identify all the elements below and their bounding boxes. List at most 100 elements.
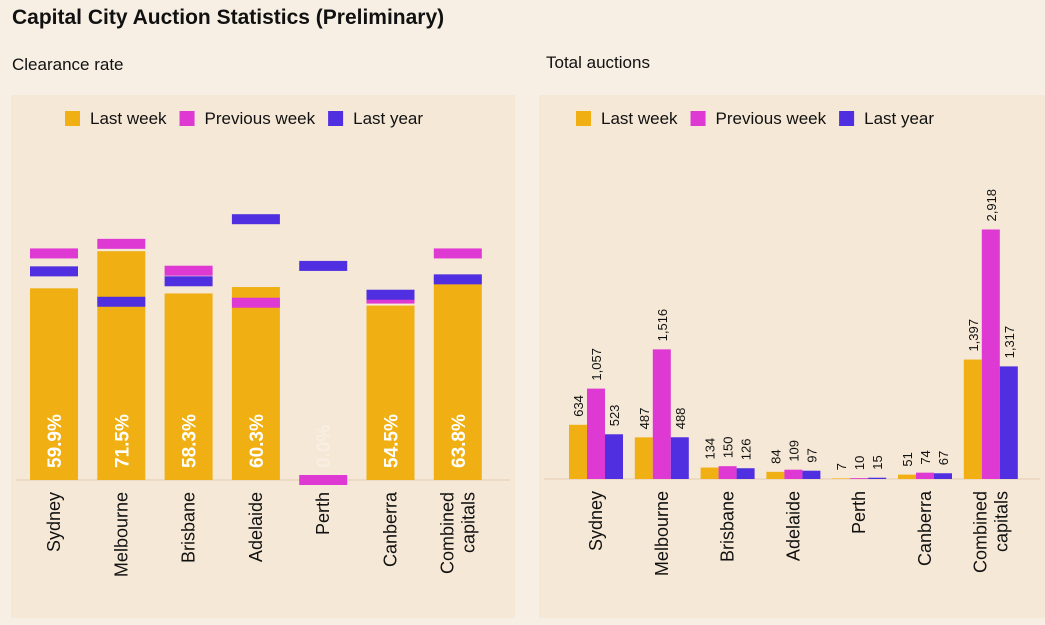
legend-swatch-last-year <box>328 111 344 126</box>
legend-label-last-week: Last week <box>601 109 678 128</box>
marker-last-year-brisbane <box>164 276 213 287</box>
legend-swatch-last-year <box>839 111 855 126</box>
bar-last-week-melbourne <box>634 437 653 479</box>
bar-last-week-brisbane <box>164 293 213 480</box>
bar-label-last-week-adelaide: 60.3% <box>247 414 268 468</box>
legend-label-previous-week: Previous week <box>205 109 316 128</box>
value-label-previous-week-adelaide: 109 <box>786 440 801 462</box>
bar-last-year-perth <box>868 477 887 479</box>
bar-label-last-week-sydney: 59.9% <box>45 414 66 468</box>
value-label-previous-week-canberra: 74 <box>918 450 933 464</box>
value-label-last-week-melbourne: 487 <box>637 408 652 430</box>
value-label-last-year-brisbane: 126 <box>739 439 754 461</box>
category-label-sydney: Sydney <box>44 492 64 552</box>
total-auctions-panel: Last week Previous week Last year 634 1,057 5… <box>539 95 1045 618</box>
value-label-last-week-perth: 7 <box>834 463 849 470</box>
value-label-previous-week-perth: 10 <box>852 456 867 470</box>
category-label-sydney: Sydney <box>586 491 606 551</box>
category-label-melbourne: Melbourne <box>111 492 131 577</box>
marker-last-year-adelaide <box>231 214 280 225</box>
bar-last-week-sydney <box>569 424 587 479</box>
legend-label-previous-week: Previous week <box>716 109 827 128</box>
marker-last-year-sydney <box>30 266 78 277</box>
value-label-previous-week-combined-capitals: 2,918 <box>984 189 999 222</box>
value-label-last-year-sydney: 523 <box>607 405 622 427</box>
value-label-last-week-brisbane: 134 <box>703 438 718 460</box>
clearance-rate-chart: Last week Previous week Last year 59.9% 71.5… <box>16 109 510 577</box>
bar-last-week-brisbane <box>700 467 719 479</box>
value-label-last-week-combined-capitals: 1,397 <box>966 319 981 352</box>
bar-previous-week-brisbane <box>718 466 737 479</box>
bar-last-week-perth <box>832 478 851 479</box>
category-label-perth: Perth <box>313 492 333 535</box>
bar-last-week-canberra <box>898 474 916 479</box>
bar-last-week-combined-capitals <box>963 359 982 479</box>
value-label-previous-week-brisbane: 150 <box>721 436 736 458</box>
bar-last-week-melbourne <box>97 251 146 480</box>
bar-last-year-canberra <box>934 473 952 479</box>
legend-swatch-previous-week <box>179 111 195 126</box>
marker-last-year-perth <box>299 260 348 271</box>
marker-previous-week-perth <box>299 475 348 485</box>
legend-swatch-last-week <box>576 111 591 126</box>
category-label-adelaide: Adelaide <box>246 492 266 562</box>
marker-previous-week-adelaide <box>231 297 280 308</box>
bar-last-week-sydney <box>30 288 78 480</box>
legend: Last week Previous week Last year <box>65 109 423 128</box>
marker-last-year-canberra <box>366 289 415 300</box>
total-auctions-title: Total auctions <box>546 53 650 72</box>
value-label-last-week-sydney: 634 <box>571 395 586 417</box>
clearance-rate-title: Clearance rate <box>12 55 124 74</box>
category-label-adelaide: Adelaide <box>783 491 803 561</box>
value-label-last-year-combined-capitals: 1,317 <box>1002 326 1017 359</box>
bar-last-week-adelaide <box>766 471 785 479</box>
legend-label-last-week: Last week <box>90 109 167 128</box>
bar-previous-week-sydney <box>587 388 605 479</box>
bar-label-last-week-brisbane: 58.3% <box>180 414 201 468</box>
legend-swatch-last-week <box>65 111 80 126</box>
legend-label-last-year: Last year <box>864 109 934 128</box>
bar-label-last-week-canberra: 54.5% <box>382 414 403 468</box>
value-label-last-year-perth: 15 <box>870 455 885 469</box>
value-label-last-year-canberra: 67 <box>936 451 951 465</box>
legend-swatch-previous-week <box>690 111 706 126</box>
category-label-combined-capitals: Combinedcapitals <box>970 491 1011 573</box>
legend-label-last-year: Last year <box>353 109 423 128</box>
page-title: Capital City Auction Statistics (Prelimi… <box>12 6 445 29</box>
bar-label-last-week-melbourne: 71.5% <box>112 414 133 468</box>
bar-last-week-combined-capitals <box>433 275 482 480</box>
bar-previous-week-canberra <box>916 472 934 479</box>
marker-previous-week-brisbane <box>164 265 213 276</box>
value-label-last-week-canberra: 51 <box>900 452 915 466</box>
clearance-rate-panel: Last week Previous week Last year 59.9% 71.5… <box>11 95 515 618</box>
category-label-perth: Perth <box>849 491 869 534</box>
bar-last-week-adelaide <box>231 287 280 480</box>
marker-last-year-combined-capitals <box>433 274 482 285</box>
bar-last-year-adelaide <box>802 470 821 479</box>
category-label-melbourne: Melbourne <box>652 491 672 576</box>
category-label-brisbane: Brisbane <box>718 491 738 562</box>
category-label-brisbane: Brisbane <box>179 492 199 563</box>
category-label-canberra: Canberra <box>915 490 935 566</box>
bar-label-last-week-perth: 0.0% <box>314 425 335 468</box>
bar-previous-week-adelaide <box>784 469 803 479</box>
bar-previous-week-combined-capitals <box>981 229 1000 479</box>
bar-previous-week-perth <box>850 478 869 479</box>
bar-last-week-canberra <box>366 305 415 480</box>
bar-label-last-week-combined-capitals: 63.8% <box>449 414 470 468</box>
bar-last-year-brisbane <box>736 468 755 479</box>
value-label-previous-week-melbourne: 1,516 <box>655 309 670 342</box>
marker-previous-week-sydney <box>30 248 78 259</box>
value-label-last-week-adelaide: 84 <box>768 449 783 463</box>
legend: Last week Previous week Last year <box>576 109 934 128</box>
bar-last-year-sydney <box>605 434 623 479</box>
marker-previous-week-combined-capitals <box>433 248 482 259</box>
value-label-last-year-melbourne: 488 <box>673 408 688 430</box>
bar-last-year-combined-capitals <box>999 366 1018 479</box>
marker-previous-week-melbourne <box>97 238 146 249</box>
bar-previous-week-melbourne <box>652 349 671 479</box>
bar-last-year-melbourne <box>670 437 689 479</box>
value-label-previous-week-sydney: 1,057 <box>589 348 604 381</box>
value-label-last-year-adelaide: 97 <box>804 448 819 462</box>
